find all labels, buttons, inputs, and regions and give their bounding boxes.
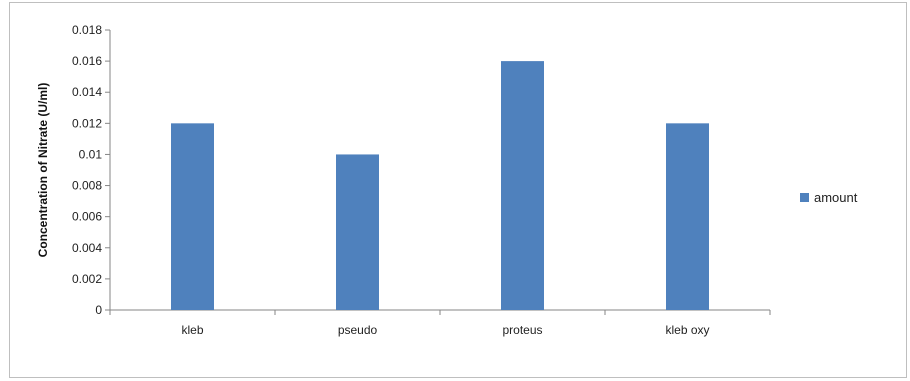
bar: [336, 154, 379, 310]
chart-frame: [9, 2, 907, 378]
x-tick-label: pseudo: [338, 323, 378, 337]
legend-label: amount: [814, 190, 858, 205]
bars: [171, 61, 709, 310]
x-axis: kleb pseudo proteus kleb oxy: [109, 309, 771, 337]
bar: [501, 61, 544, 310]
y-axis: 0 0.002 0.004 0.006 0.008 0.01 0.012 0.014 0.016…: [72, 23, 111, 317]
y-tick-label: 0.018: [72, 23, 102, 37]
x-tick-label: kleb: [181, 323, 203, 337]
y-tick-label: 0.008: [72, 179, 102, 193]
y-tick-label: 0.01: [79, 147, 103, 161]
bar: [171, 123, 214, 310]
x-tick-label: proteus: [502, 323, 542, 337]
y-axis-title: Concentration of Nitrate (U/ml): [36, 83, 50, 258]
y-tick-label: 0.012: [72, 116, 102, 130]
y-tick-label: 0.006: [72, 210, 102, 224]
y-tick-label: 0.004: [72, 241, 102, 255]
y-tick-label: 0.016: [72, 54, 102, 68]
legend: amount: [800, 190, 858, 205]
y-tick-label: 0.002: [72, 272, 102, 286]
x-tick-label: kleb oxy: [665, 323, 709, 337]
y-tick-label: 0.014: [72, 85, 102, 99]
y-tick-label: 0: [95, 303, 102, 317]
bar: [666, 123, 709, 310]
legend-swatch: [800, 193, 809, 202]
